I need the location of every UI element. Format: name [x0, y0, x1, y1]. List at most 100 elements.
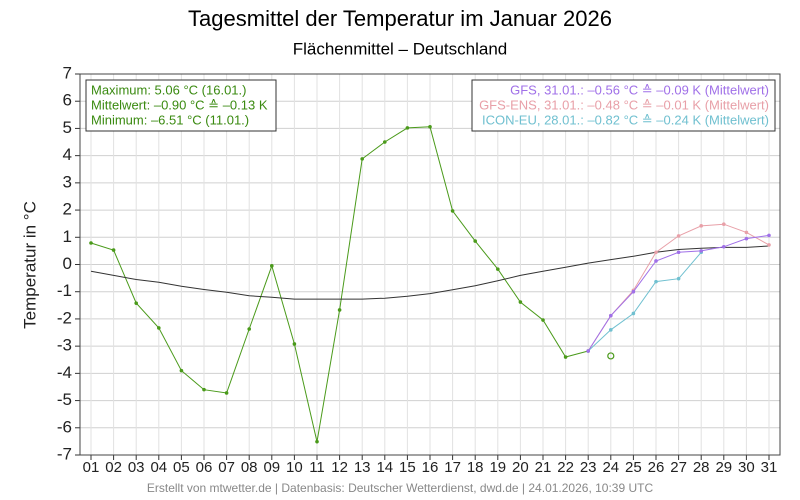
data-point: [722, 222, 726, 227]
x-tick-label: 07: [218, 459, 235, 476]
y-tick-label: -4: [57, 363, 72, 382]
stats-line: Minimum: –6.51 °C (11.01.): [91, 112, 249, 127]
data-point: [586, 349, 590, 353]
x-tick-label: 03: [128, 459, 145, 476]
y-tick-label: -3: [57, 336, 72, 355]
x-tick-label: 29: [715, 459, 732, 476]
data-point: [337, 308, 342, 312]
x-tick-label: 19: [489, 459, 506, 476]
stats-box: Maximum: 5.06 °C (16.01.)Mittelwert: –0.…: [85, 79, 277, 132]
data-point: [699, 224, 703, 228]
x-tick-label: 21: [535, 459, 552, 476]
data-point: [563, 355, 568, 359]
data-point: [89, 241, 93, 245]
x-tick-label: 17: [444, 459, 461, 476]
legend-entry: GFS-ENS, 31.01.: –0.48 °C ≙ –0.01 K (Mit…: [479, 97, 769, 112]
x-tick-label: 15: [399, 459, 416, 476]
data-point: [676, 276, 681, 281]
x-tick-label: 24: [602, 459, 619, 476]
y-axis-label: Temperatur in °C: [20, 201, 39, 329]
x-tick-label: 05: [173, 459, 190, 476]
data-point: [609, 313, 613, 318]
x-tick-label: 12: [331, 459, 348, 476]
data-point: [609, 328, 613, 332]
data-point: [767, 243, 771, 247]
stats-line: Mittelwert: –0.90 °C ≙ –0.13 K: [91, 97, 268, 112]
x-tick-label: 31: [761, 459, 778, 476]
x-tick-label: 22: [557, 459, 574, 476]
y-tick-label: 0: [63, 254, 72, 273]
series-line: [587, 251, 702, 352]
legend-frame: [471, 79, 776, 132]
data-point: [270, 264, 274, 268]
plot-frame: [79, 73, 781, 456]
y-tick-label: 5: [63, 118, 72, 137]
data-point: [654, 259, 658, 263]
data-point: [157, 326, 161, 330]
data-point: [111, 248, 116, 252]
data-point: [654, 250, 658, 255]
data-point: [134, 301, 138, 305]
y-tick-label: 6: [63, 91, 72, 110]
data-point: [744, 236, 749, 241]
legend-entry: GFS, 31.01.: –0.56 °C ≙ –0.09 K (Mittelw…: [510, 82, 769, 97]
data-point: [224, 391, 229, 395]
y-tick-label: -2: [57, 308, 72, 327]
x-tick-label: 06: [196, 459, 213, 476]
data-point: [744, 230, 749, 235]
data-point: [541, 318, 545, 322]
x-tick-label: 09: [263, 459, 280, 476]
x-tick-label: 08: [241, 459, 258, 476]
data-point: [202, 387, 206, 392]
legend-entry: ICON-EU, 28.01.: –0.82 °C ≙ –0.24 K (Mit…: [482, 112, 769, 127]
data-point: [179, 368, 184, 373]
y-tick-label: -5: [57, 390, 72, 409]
data-point: [631, 289, 636, 294]
data-point: [450, 209, 455, 213]
x-tick-label: 18: [467, 459, 484, 476]
data-point: [654, 279, 658, 284]
x-tick-label: 11: [309, 459, 325, 476]
data-point: [676, 234, 681, 238]
data-point: [473, 239, 478, 243]
y-tick-label: -6: [57, 417, 72, 436]
legend: GFS, 31.01.: –0.56 °C ≙ –0.09 K (Mittelw…: [471, 79, 776, 132]
y-tick-label: 7: [63, 63, 72, 82]
x-tick-label: 04: [150, 459, 167, 476]
x-tick-label: 20: [512, 459, 529, 476]
data-point: [383, 140, 387, 144]
data-point: [676, 250, 681, 255]
x-tick-label: 13: [354, 459, 371, 476]
data-point: [315, 439, 319, 444]
data-point: [247, 327, 251, 331]
x-tick-label: 25: [625, 459, 642, 476]
data-point: [631, 311, 636, 316]
y-tick-label: -1: [57, 281, 72, 300]
x-tick-label: 02: [105, 459, 122, 476]
x-tick-label: 14: [376, 459, 393, 476]
data-point: [699, 249, 703, 253]
chart-title: Tagesmittel der Temperatur im Januar 202…: [188, 6, 612, 31]
data-point: [607, 352, 615, 360]
y-tick-label: 3: [63, 172, 72, 191]
x-tick-label: 27: [670, 459, 687, 476]
data-point: [767, 233, 771, 238]
chart-subtitle: Flächenmittel – Deutschland: [293, 39, 508, 58]
data-point: [405, 126, 410, 130]
data-point: [722, 245, 726, 249]
x-tick-label: 16: [422, 459, 439, 476]
data-point: [428, 124, 432, 129]
y-tick-label: 2: [63, 200, 72, 219]
x-tick-label: 30: [738, 459, 755, 476]
x-tick-label: 26: [648, 459, 665, 476]
x-tick-label: 01: [83, 459, 100, 476]
stats-line: Maximum: 5.06 °C (16.01.): [91, 82, 246, 97]
y-tick-label: 4: [63, 145, 72, 164]
data-point: [292, 342, 297, 346]
x-tick-label: 28: [693, 459, 710, 476]
y-tick-label: 1: [63, 227, 72, 246]
x-tick-label: 23: [580, 459, 597, 476]
y-tick-label: -7: [57, 444, 72, 463]
x-tick-label: 10: [286, 459, 303, 476]
